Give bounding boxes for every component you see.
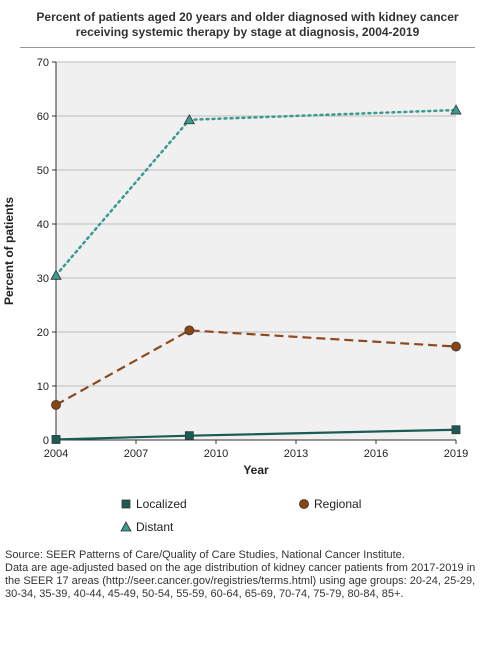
data-point [183,113,196,125]
legend-item-localized: Localized [121,497,187,511]
y-axis-label: Percent of patients [2,197,16,305]
series-line [55,329,457,406]
data-point [451,341,461,352]
x-tick-label: 2010 [204,448,228,460]
series-regional [51,325,461,410]
line-chart: 0 10 20 30 40 50 60 70 2004 2007 2010 2013 2016 2019… [2,57,468,534]
legend-label: Distant [136,520,174,534]
legend-marker [120,521,132,532]
data-point [51,435,61,444]
y-tick-label: 0 [43,435,49,447]
legend: Localized Regional Distant [120,497,361,534]
x-axis-ticks: 2004 2007 2010 2013 2016 2019 [44,440,468,460]
x-tick-label: 2004 [44,448,68,460]
y-tick-label: 30 [37,273,49,285]
legend-label: Regional [314,497,361,511]
gridlines [56,61,456,387]
x-axis-label: Year [243,463,269,477]
series-group [50,104,462,444]
data-point [50,269,62,280]
legend-label: Localized [136,497,187,511]
x-tick-label: 2016 [364,448,388,460]
data-point [184,325,195,336]
y-tick-label: 40 [37,219,49,231]
source-note: Source: SEER Patterns of Care/Quality of… [5,549,487,601]
plot-area [56,62,456,440]
legend-item-distant: Distant [120,520,174,534]
data-point [450,104,462,115]
y-tick-label: 70 [37,57,49,69]
y-tick-label: 20 [37,327,49,339]
y-tick-label: 60 [37,111,49,123]
series-localized [51,425,461,444]
source-line: Source: SEER Patterns of Care/Quality of… [5,549,405,561]
chart-title: Percent of patients aged 20 years and ol… [36,10,459,39]
x-tick-label: 2019 [444,448,468,460]
data-point [451,425,461,435]
data-point [184,431,194,441]
series-distant [50,104,462,280]
x-tick-label: 2007 [124,448,148,460]
data-point [51,399,61,410]
methods-note: Data are age-adjusted based on the age d… [5,562,476,600]
legend-marker [299,499,309,509]
legend-marker [121,499,131,509]
y-tick-label: 50 [37,165,49,177]
y-axis-ticks: 0 10 20 30 40 50 60 70 [37,57,56,447]
title-divider [20,47,475,48]
x-tick-label: 2013 [284,448,308,460]
y-tick-label: 10 [37,381,49,393]
legend-item-regional: Regional [299,497,361,511]
